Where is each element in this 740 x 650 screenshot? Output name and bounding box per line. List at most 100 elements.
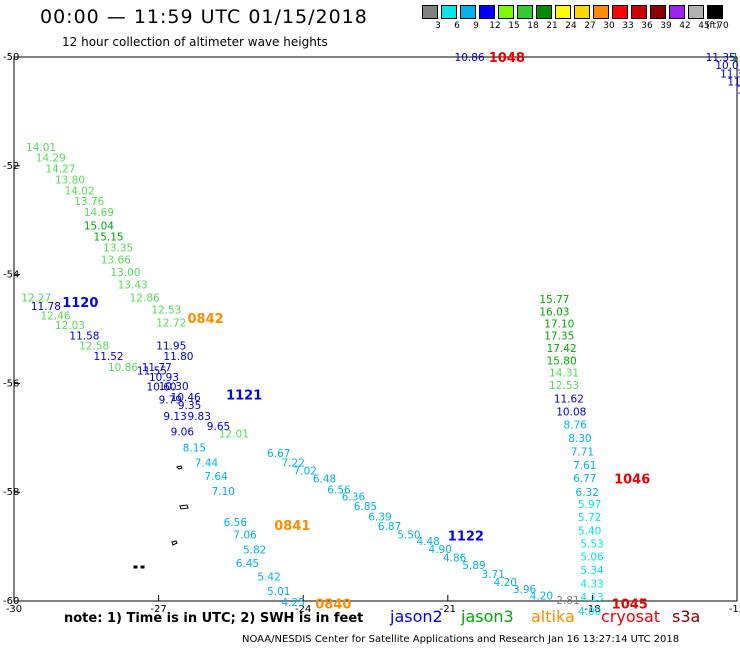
wave-height-value: 8.15 [183,443,206,455]
wave-height-value: 14.29 [36,153,66,165]
wave-height-value: 7.44 [195,457,219,469]
pass-time-label: 1122 [448,530,484,545]
wave-height-value: 9.83 [188,411,211,423]
wave-height-value: 5.50 [397,530,420,542]
wave-height-value: 11.80 [163,351,193,363]
legend-swatch [555,5,571,19]
wave-height-value: 7.61 [573,460,596,472]
wave-height-value: 10.08 [556,407,586,419]
wave-height-value: 5.53 [580,538,603,550]
pass-time-label: 0842 [188,312,224,327]
wave-height-value: 6.36 [342,492,366,504]
wave-height-value: 11.78 [31,301,61,313]
legend-label: 24 [565,21,577,31]
pass-time-labels: 1048 1120 0842 1121 1046 0841 1122 0840 1045 [62,51,650,613]
wave-height-value: 11.6 [727,76,740,88]
pass-time-label: 1120 [62,296,98,311]
wave-height-value: 13.66 [101,254,131,266]
wave-height-value: 12.58 [79,340,109,352]
wave-height-value: 7.22 [282,457,305,469]
wave-height-value: 6.56 [224,517,248,529]
wave-height-value: 15.04 [84,221,114,233]
wave-height-value: 10.86 [455,52,485,64]
longitude-label: -24 [295,604,311,615]
map-title: 00:00 — 11:59 UTC 01/15/2018 [40,6,368,28]
credit-line: NOAA/NESDIS Center for Satellite Applica… [242,634,680,645]
wave-height-value: 12.27 [21,292,51,304]
legend-swatch [707,5,723,19]
wave-height-value: 4.48 [416,536,439,548]
wave-height-value: 7.64 [204,471,228,483]
legend-swatch [441,5,457,19]
legend-swatch [498,5,514,19]
wave-height-value: 5.34 [580,565,604,577]
wave-height-value: 4.20 [530,591,553,603]
wave-height-value: 5.42 [257,572,280,584]
wave-height-value: 8.30 [568,433,591,445]
legend-swatch [669,5,685,19]
wave-height-value: 12.53 [151,304,181,316]
footnote: note: 1) Time is in UTC; 2) SWH is in fe… [64,611,364,626]
wave-height-value: 7.02 [294,465,317,477]
legend-unit-label: (ft) [706,21,720,31]
latitude-label: -50 [3,52,19,63]
wave-height-value: 15.15 [94,232,124,244]
wave-height-value: 9.79 [159,395,182,407]
legend-swatch [422,5,438,19]
legend-swatch [479,5,495,19]
wave-height-value: 9.35 [178,400,201,412]
wave-height-value: 14.27 [45,164,75,176]
legend-label: 39 [660,21,672,31]
island-outline [171,540,178,546]
wave-height-value: 12.53 [549,380,579,392]
legend-label: 33 [622,21,634,31]
island-outline [133,565,145,569]
wave-height-value: 14.01 [26,142,56,154]
wave-height-value: 4.25 [282,597,305,609]
wave-height-value: 10.30 [159,381,189,393]
satellite-cryosat: cryosat [601,607,661,626]
pass-time-label: 1048 [489,51,525,66]
wave-height-value: 7.71 [571,446,594,458]
wave-height-value: 13.00 [110,267,140,279]
legend-label: 36 [641,21,653,31]
latitude-label: -56 [3,378,19,389]
wave-height-value: 9.13 [163,411,186,423]
wave-height-value: 15.80 [547,356,577,368]
legend-label: 70 [717,21,729,31]
latitude-label: -58 [3,487,19,498]
wave-height-value: 11.95 [156,340,186,352]
legend-swatch [517,5,533,19]
legend-swatch [688,5,704,19]
legend-label: 3 [435,21,441,31]
wave-height-value: 6.45 [236,558,259,570]
legend-swatch [593,5,609,19]
wave-height-value: 12.03 [55,320,85,332]
island-outlines [133,465,189,569]
wave-height-value: 12.01 [219,428,249,440]
wave-height-value: 9.06 [171,426,195,438]
longitude-label: -30 [6,604,22,615]
satellite-jason3: jason3 [461,607,514,626]
longitude-label: -27 [150,604,166,615]
wave-height-value: 8.76 [563,420,587,432]
wave-height-value: 4.33 [580,579,603,591]
wave-height-value: 11.52 [94,351,124,363]
wave-height-value: 11.35 [720,68,740,80]
latitude-label: -52 [3,161,19,172]
latitude-label: -60 [3,596,19,607]
satellite-jason2: jason2 [390,607,443,626]
wave-height-value: 17.10 [544,319,574,331]
legend-label: 27 [584,21,596,31]
wave-height-value: 10.93 [149,372,179,384]
wave-height-value: 14.69 [84,207,114,219]
wave-height-value: 11.62 [554,394,584,406]
pass-time-label: 1121 [226,388,262,403]
wave-height-value: 2.81 [556,595,579,607]
legend-label: 45 [698,21,710,31]
wave-height-value: 11.77 [142,362,172,374]
legend-label: 30 [603,21,615,31]
wave-height-value: 4.13 [580,592,603,604]
legend-label: 21 [546,21,558,31]
